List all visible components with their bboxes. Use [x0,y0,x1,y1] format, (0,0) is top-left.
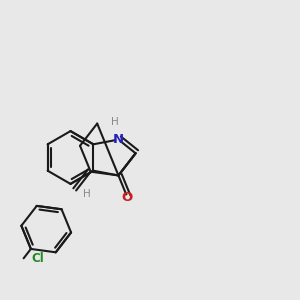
Text: Cl: Cl [32,252,44,265]
Circle shape [126,196,129,199]
Text: O: O [122,191,133,204]
Circle shape [117,138,120,141]
Text: N: N [113,133,124,146]
Text: H: H [111,117,119,128]
Text: H: H [83,189,91,200]
